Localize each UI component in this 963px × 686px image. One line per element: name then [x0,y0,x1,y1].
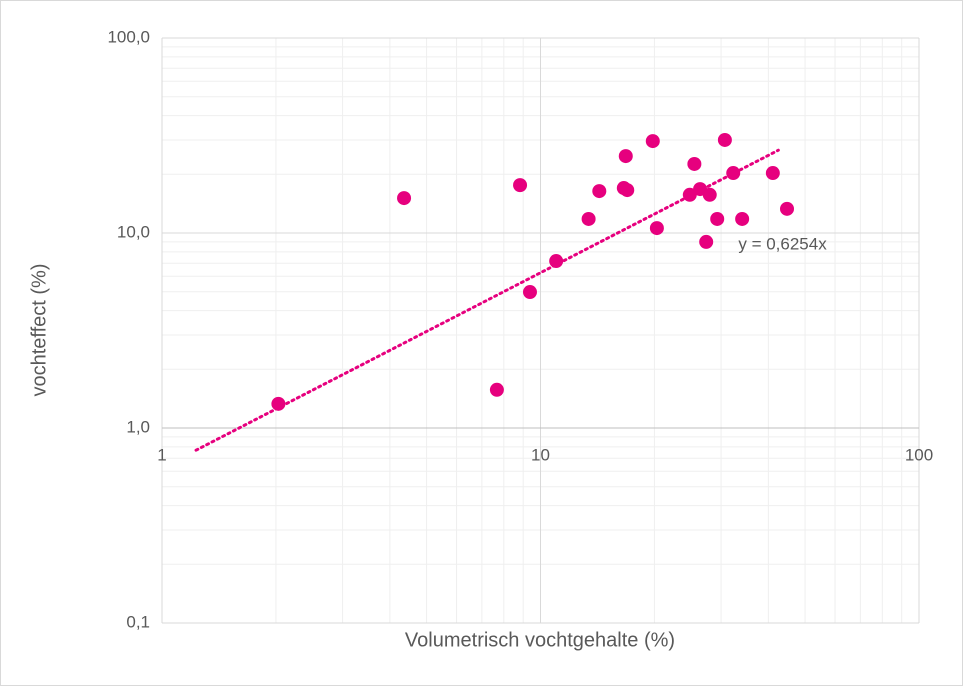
scatter-point [522,285,537,300]
y-tick-label: 100,0 [107,27,150,46]
trendline-label: y = 0,6254x [738,235,827,254]
scatter-point [702,187,717,202]
scatter-point [710,211,725,226]
x-axis-title: Volumetrisch vochtgehalte (%) [405,629,675,651]
scatter-point [620,183,635,198]
y-axis-title: vochteffect (%) [28,263,50,396]
scatter-point [699,234,714,249]
y-tick-label: 0,1 [126,612,150,631]
scatter-point [682,187,697,202]
scatter-point [649,221,664,236]
scatter-point [717,132,732,147]
y-tick-label: 1,0 [126,417,150,436]
x-tick-label: 1 [157,445,166,464]
y-tick-label: 10,0 [117,222,150,241]
scatter-point [780,201,795,216]
scatter-point [549,254,564,269]
scatter-point [592,184,607,199]
scatter-point [271,396,286,411]
scatter-point [735,211,750,226]
x-tick-label: 10 [531,445,550,464]
trendline [194,148,780,452]
scatter-point [687,156,702,171]
x-tick-label: 100 [905,445,933,464]
scatter-point [397,191,412,206]
scatter-point [513,178,528,193]
scatter-point [765,166,780,181]
scatter-point [581,211,596,226]
scatter-point [618,149,633,164]
scatter-point [489,382,504,397]
scatter-point [726,166,741,181]
scatter-point [645,134,660,149]
